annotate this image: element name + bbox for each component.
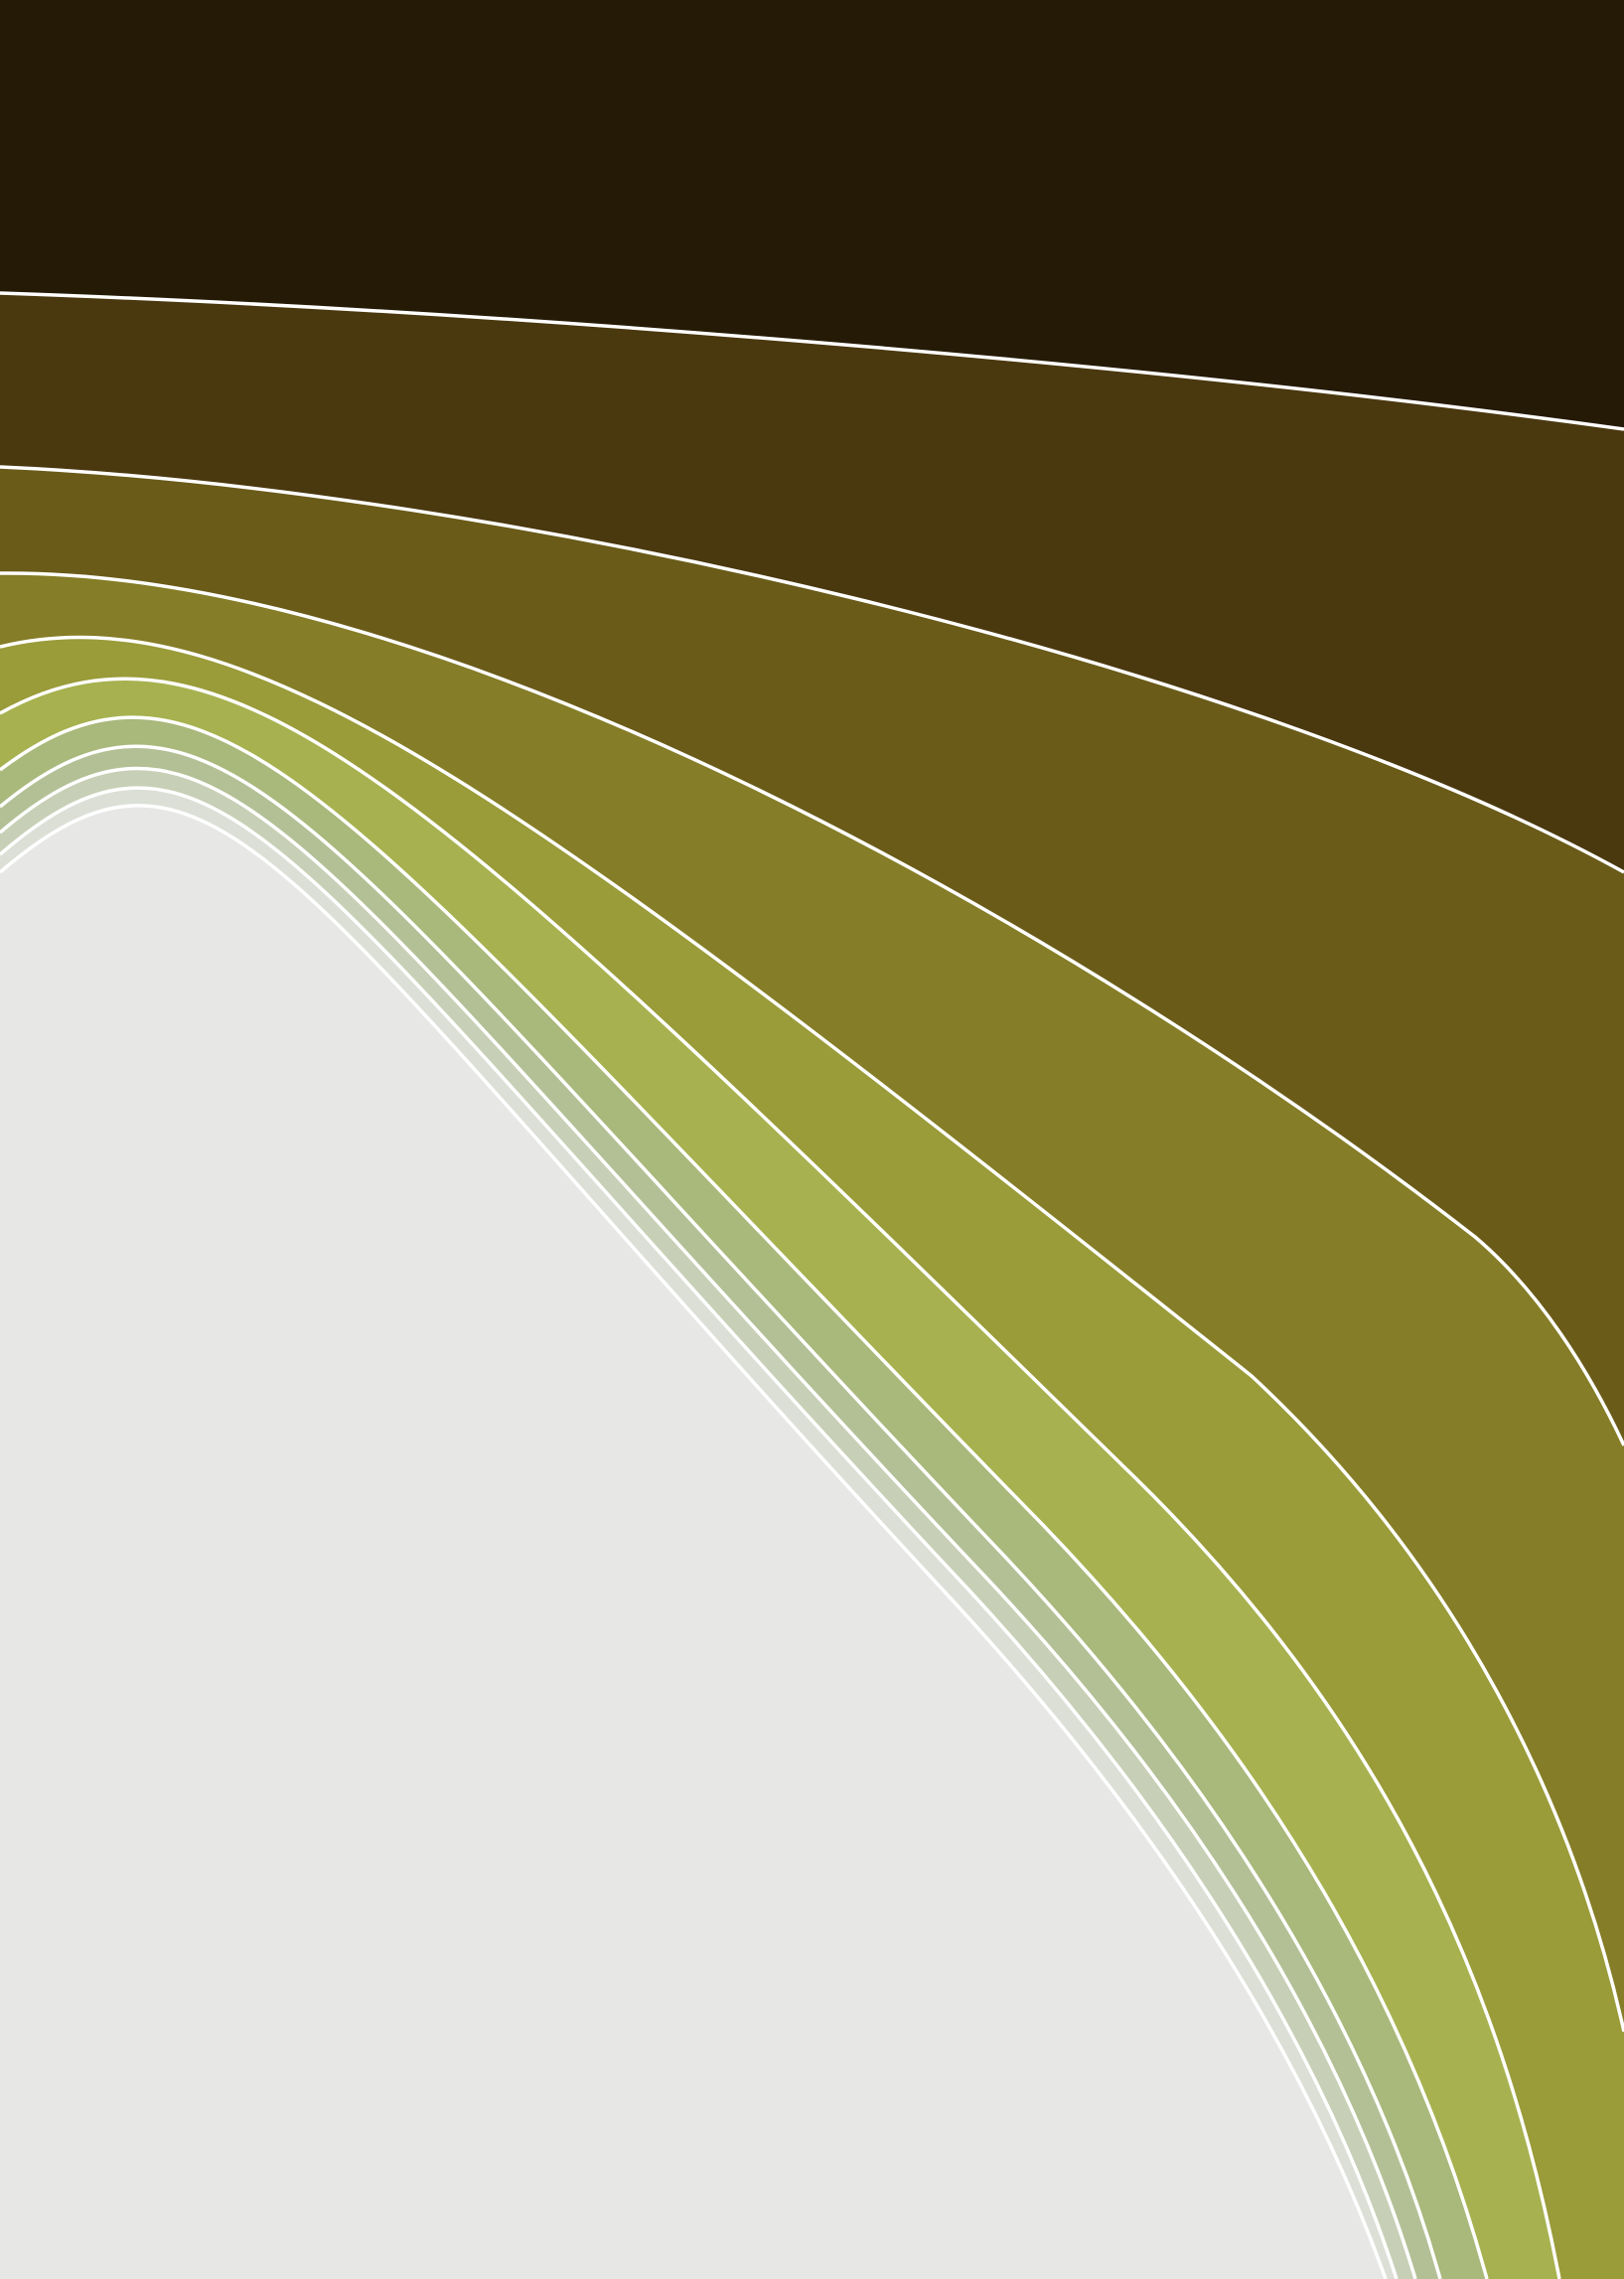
separator-line-7 — [0, 744, 1442, 2279]
separator-line-5 — [0, 677, 1561, 2279]
separator-lines — [0, 291, 1624, 2279]
separator-line-3 — [0, 571, 1624, 1446]
separator-line-2 — [0, 465, 1624, 874]
separator-line-9 — [0, 786, 1399, 2279]
separator-line-1 — [0, 291, 1624, 431]
separator-line-8 — [0, 766, 1417, 2279]
background-band — [0, 805, 1386, 2279]
separator-line-6 — [0, 715, 1489, 2279]
separator-line-4 — [0, 635, 1624, 2033]
separator-line-10 — [0, 804, 1388, 2279]
